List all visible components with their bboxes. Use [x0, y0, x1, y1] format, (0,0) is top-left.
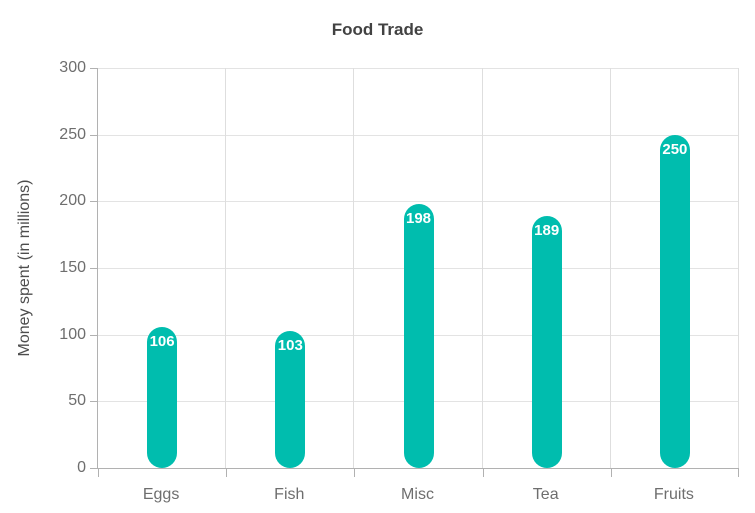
x-axis-label-tea: Tea [532, 486, 559, 503]
bar-eggs[interactable]: 106 [147, 326, 178, 468]
y-axis-tick [90, 468, 98, 469]
x-gridline [353, 68, 355, 468]
x-axis-tick [226, 468, 228, 477]
bar-value-label: 106 [149, 332, 175, 350]
y-gridline [98, 68, 739, 69]
y-gridline [98, 134, 739, 136]
y-axis-label: 250 [59, 125, 86, 143]
y-axis-label: 200 [59, 192, 86, 210]
bar-value-label: 198 [405, 210, 432, 227]
y-axis-tick [90, 401, 98, 403]
bar-tea[interactable]: 189 [531, 216, 562, 468]
x-axis-tick [354, 468, 356, 477]
x-axis-tick [98, 468, 99, 477]
x-gridline [609, 68, 611, 468]
bar-misc[interactable]: 198 [403, 204, 434, 468]
y-axis-tick [90, 334, 98, 336]
y-axis-tick [90, 201, 98, 203]
x-gridline [225, 68, 227, 468]
y-axis-tick [90, 68, 98, 69]
bar-fruits[interactable]: 250 [659, 134, 690, 468]
x-axis-label-fish: Fish [274, 486, 305, 503]
x-axis-tick [610, 468, 612, 477]
bar-value-label: 103 [277, 336, 303, 354]
bar-value-label: 189 [534, 222, 560, 239]
x-axis-tick [738, 468, 739, 477]
y-axis-label: 0 [77, 459, 86, 476]
y-gridline [98, 201, 739, 203]
x-gridline [738, 68, 739, 468]
x-axis-label-fruits: Fruits [653, 486, 694, 503]
bar-value-label: 250 [662, 140, 688, 158]
x-axis-label-misc: Misc [401, 486, 434, 503]
y-axis-label: 50 [68, 392, 86, 410]
plot-area: 106 103 198 189 250 [90, 68, 739, 477]
y-axis-tick [90, 134, 98, 136]
x-axis-tick [482, 468, 484, 477]
x-axis-label-eggs: Eggs [142, 486, 180, 503]
chart-title: Food Trade [331, 20, 424, 39]
y-axis-label: 300 [59, 59, 86, 76]
bar-fish[interactable]: 103 [275, 330, 306, 468]
y-axis-tick [90, 268, 98, 269]
y-axis-label: 100 [59, 325, 86, 343]
y-axis-label: 150 [59, 259, 86, 276]
x-gridline [481, 68, 483, 468]
